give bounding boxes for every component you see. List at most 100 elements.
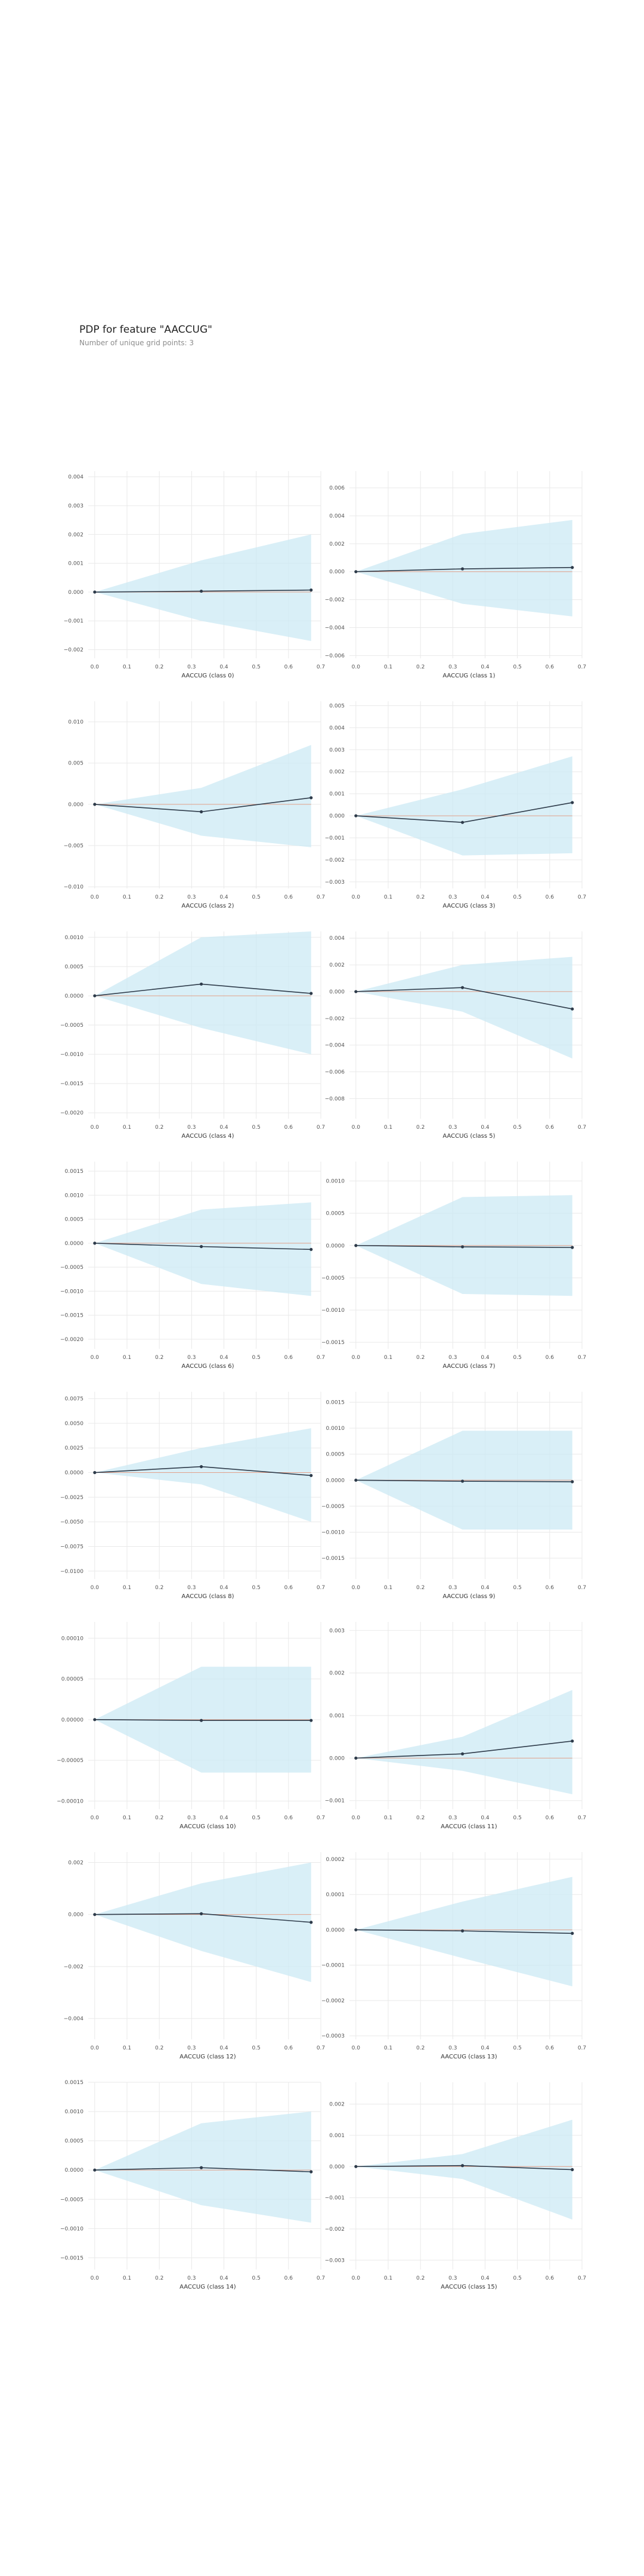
pdp-point: [460, 1479, 465, 1483]
pdp-point: [354, 990, 358, 993]
x-axis-label: AACCUG (class 15): [441, 2284, 497, 2290]
y-tick-label: −0.0100: [60, 1569, 83, 1575]
y-tick-label: −0.0005: [60, 1023, 83, 1029]
y-tick-label: 0.0002: [326, 1857, 345, 1863]
y-tick-label: 0.006: [329, 485, 345, 491]
y-tick-label: −0.0010: [321, 1530, 345, 1536]
x-tick-label: 0.0: [352, 1815, 361, 1821]
x-tick-label: 0.6: [546, 894, 555, 900]
pdp-point: [571, 1246, 574, 1249]
x-tick-label: 0.4: [219, 2275, 228, 2281]
pdp-subplot: 0.0 0.1 0.2 0.3 0.4 0.5 0.6 0.7 0.0015 0.0010 0.00…: [321, 1392, 586, 1600]
x-tick-label: 0.0: [352, 664, 361, 670]
x-tick-label: 0.1: [384, 1125, 392, 1131]
x-tick-label: 0.2: [155, 1125, 163, 1131]
x-tick-label: 0.7: [317, 1355, 325, 1361]
x-tick-label: 0.4: [219, 894, 228, 900]
x-tick-label: 0.5: [513, 664, 522, 670]
x-tick-label: 0.3: [187, 2045, 196, 2051]
x-tick-label: 0.2: [155, 2275, 163, 2281]
y-tick-label: 0.0001: [326, 1892, 345, 1898]
x-tick-label: 0.3: [187, 1355, 196, 1361]
y-tick-label: −0.0002: [321, 1998, 345, 2004]
x-axis-label: AACCUG (class 0): [181, 673, 234, 679]
x-tick-label: 0.2: [155, 664, 163, 670]
x-tick-label: 0.6: [284, 664, 293, 670]
y-tick-label: 0.0000: [326, 1478, 345, 1484]
x-axis-label: AACCUG (class 1): [442, 673, 495, 679]
y-tick-label: 0.00005: [61, 1677, 83, 1683]
y-tick-label: 0.0015: [326, 1400, 345, 1405]
y-tick-label: 0.0015: [65, 2080, 84, 2086]
pdp-point: [571, 1931, 574, 1935]
y-tick-label: −0.002: [325, 2227, 345, 2233]
y-tick-label: 0.001: [329, 1713, 345, 1719]
pdp-point: [354, 570, 358, 574]
x-tick-label: 0.7: [578, 894, 586, 900]
x-tick-label: 0.6: [284, 1585, 293, 1591]
y-tick-label: 0.0000: [326, 1927, 345, 1933]
y-tick-label: −0.0025: [60, 1495, 83, 1501]
x-tick-label: 0.6: [546, 1815, 555, 1821]
y-tick-label: 0.004: [329, 725, 345, 731]
pdp-point: [309, 1921, 313, 1924]
x-tick-label: 0.1: [384, 2275, 392, 2281]
y-tick-label: 0.000: [329, 813, 345, 819]
pdp-point: [309, 1247, 313, 1251]
x-tick-label: 0.1: [123, 2045, 131, 2051]
y-tick-label: −0.006: [325, 1070, 345, 1076]
x-tick-label: 0.5: [513, 1125, 522, 1131]
pdp-point: [354, 2165, 358, 2168]
confidence-band: [355, 520, 572, 617]
y-tick-label: 0.002: [329, 769, 345, 775]
y-tick-label: 0.010: [68, 720, 83, 726]
pdp-point: [199, 1719, 203, 1722]
pdp-point: [93, 1913, 97, 1916]
y-tick-label: −0.004: [64, 2016, 84, 2022]
x-tick-label: 0.1: [384, 1585, 392, 1591]
confidence-band: [355, 2119, 572, 2220]
x-tick-label: 0.3: [448, 2045, 457, 2051]
pdp-point: [199, 1912, 203, 1915]
pdp-point: [93, 803, 97, 806]
y-tick-label: 0.004: [329, 513, 345, 519]
x-tick-label: 0.2: [416, 2045, 425, 2051]
pdp-point: [571, 566, 574, 569]
y-tick-label: 0.002: [329, 2102, 345, 2108]
x-tick-label: 0.7: [317, 1815, 325, 1821]
x-tick-label: 0.3: [448, 2275, 457, 2281]
y-tick-label: 0.004: [329, 936, 345, 942]
y-tick-label: −0.0010: [60, 1052, 83, 1058]
confidence-band: [355, 1690, 572, 1795]
x-tick-label: 0.4: [481, 1125, 490, 1131]
pdp-subplot: 0.0 0.1 0.2 0.3 0.4 0.5 0.6 0.7 0.002 0.001 0.000 −…: [325, 2082, 586, 2290]
confidence-band: [355, 1877, 572, 1987]
pdp-point: [460, 1245, 465, 1249]
confidence-band: [94, 745, 311, 847]
x-tick-label: 0.1: [384, 1355, 392, 1361]
x-tick-label: 0.2: [155, 2045, 163, 2051]
x-tick-label: 0.6: [284, 894, 293, 900]
x-tick-label: 0.5: [252, 664, 261, 670]
x-tick-label: 0.6: [284, 2275, 293, 2281]
x-tick-label: 0.4: [481, 1355, 490, 1361]
y-tick-label: 0.001: [68, 561, 83, 567]
x-tick-label: 0.1: [123, 2275, 131, 2281]
pdp-subplot: 0.0 0.1 0.2 0.3 0.4 0.5 0.6 0.7 0.010 0.005 0.000 −…: [64, 701, 325, 909]
x-tick-label: 0.7: [317, 664, 325, 670]
y-tick-label: −0.0015: [321, 1556, 345, 1562]
x-tick-label: 0.3: [448, 1585, 457, 1591]
x-tick-label: 0.6: [546, 664, 555, 670]
confidence-band: [94, 1428, 311, 1522]
x-tick-label: 0.7: [317, 1585, 325, 1591]
x-tick-label: 0.5: [513, 1585, 522, 1591]
x-tick-label: 0.0: [352, 894, 361, 900]
x-tick-label: 0.0: [91, 1585, 100, 1591]
x-tick-label: 0.1: [123, 1815, 131, 1821]
x-tick-label: 0.3: [448, 664, 457, 670]
pdp-point: [460, 1752, 465, 1755]
x-tick-label: 0.2: [416, 894, 425, 900]
y-tick-label: −0.003: [325, 880, 345, 886]
y-tick-label: 0.00010: [61, 1636, 83, 1642]
y-tick-label: −0.0015: [60, 1081, 83, 1087]
